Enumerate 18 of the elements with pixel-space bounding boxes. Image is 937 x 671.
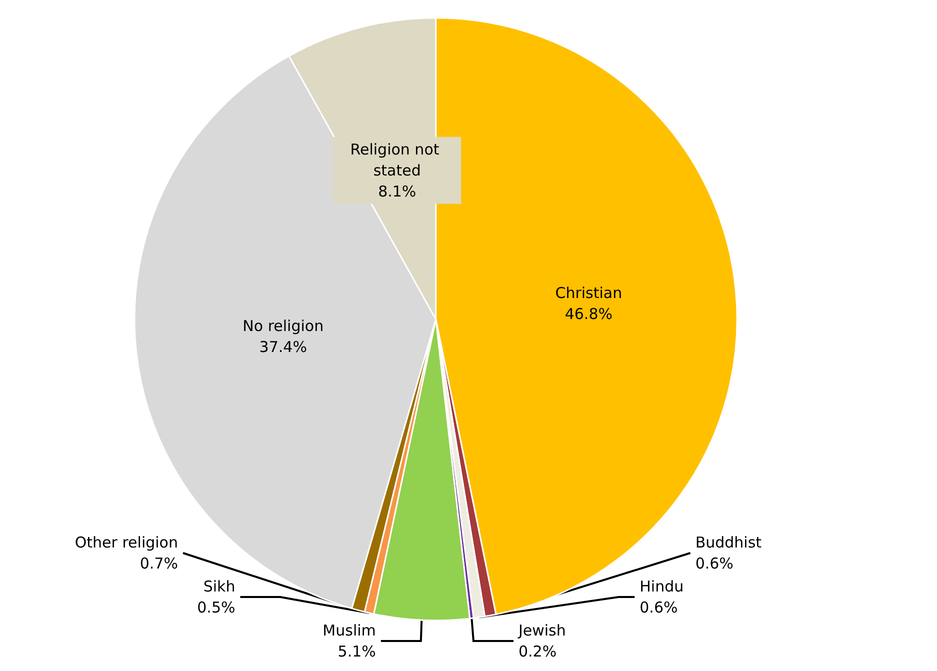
data-label: 0.7% xyxy=(140,554,178,572)
slice-label: Buddhist xyxy=(695,534,762,552)
slice-label: Religion not stated xyxy=(350,140,444,180)
data-label: 46.8% xyxy=(564,305,612,324)
data-label: 0.5% xyxy=(197,598,236,616)
data-label: 8.1% xyxy=(378,182,416,200)
slice-label: No religion xyxy=(242,316,324,335)
slice-label: Hindu xyxy=(640,578,684,596)
slice-label: Jewish xyxy=(517,622,566,640)
slice-label: Christian xyxy=(555,284,622,302)
data-label: 37.4% xyxy=(259,338,307,356)
slice-label: Sikh xyxy=(203,578,236,596)
data-label: 5.1% xyxy=(338,642,376,660)
data-label: 0.6% xyxy=(695,554,734,572)
data-label: 0.6% xyxy=(640,598,678,616)
slice-label: Muslim xyxy=(322,622,376,640)
data-label: 0.2% xyxy=(518,642,557,660)
slice-label: Other religion xyxy=(74,534,178,552)
